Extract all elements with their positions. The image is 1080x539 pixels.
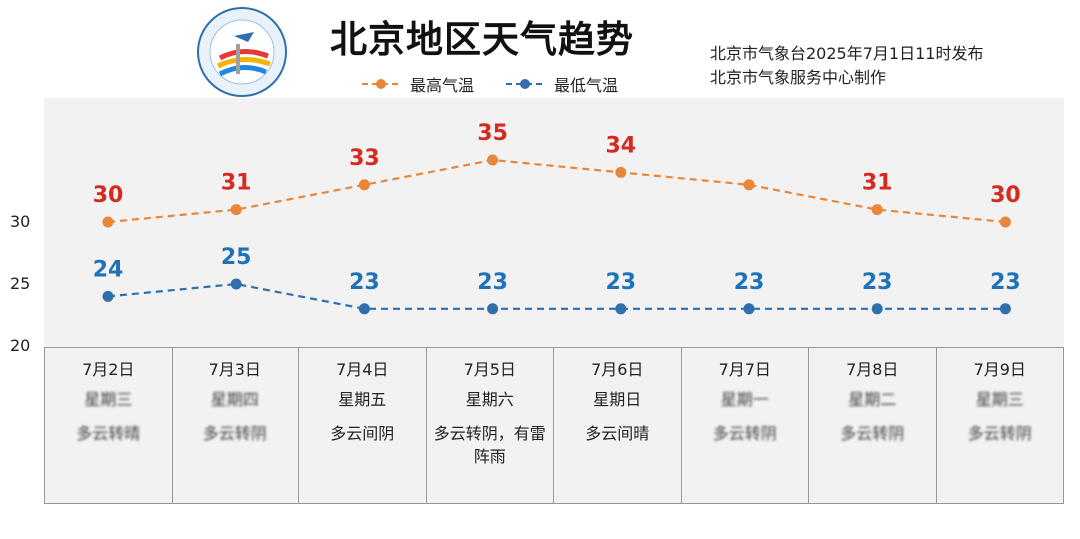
y-tick-30: 30 (10, 212, 31, 231)
data-point-high-3 (487, 154, 499, 166)
day-column: 7月8日星期二多云转阴 (809, 348, 937, 503)
data-label-low-5: 23 (734, 270, 765, 295)
data-label-high-4: 34 (605, 133, 636, 158)
day-weekday: 星期三 (84, 390, 133, 409)
issuer-line-1: 北京市气象台2025年7月1日11时发布 (710, 44, 984, 63)
data-point-high-7 (999, 216, 1011, 228)
data-label-low-1: 25 (221, 245, 252, 270)
chart-panel (44, 98, 1064, 503)
chart-title: 北京地区天气趋势 (330, 18, 634, 61)
data-point-low-1 (230, 278, 242, 290)
data-point-high-5 (743, 179, 755, 191)
data-point-low-3 (487, 303, 499, 315)
day-column: 7月9日星期三多云转阴 (937, 348, 1064, 503)
data-point-low-7 (999, 303, 1011, 315)
day-weather: 多云转阴 (840, 424, 905, 443)
day-weekday: 星期五 (338, 390, 387, 409)
data-label-high-2: 33 (349, 146, 380, 171)
issuer-info: 北京市气象台2025年7月1日11时发布 北京市气象服务中心制作 (710, 42, 983, 90)
day-weather: 多云转阴 (712, 424, 777, 443)
data-point-low-5 (743, 303, 755, 315)
data-label-high-1: 31 (221, 171, 252, 196)
data-point-high-0 (102, 216, 114, 228)
data-label-low-4: 23 (605, 270, 636, 295)
data-label-low-6: 23 (862, 270, 893, 295)
day-weather: 多云转阴 (202, 424, 267, 443)
legend-item-high: 最高气温 (360, 72, 474, 96)
day-weekday: 星期三 (975, 390, 1024, 409)
data-point-low-4 (615, 303, 627, 315)
data-label-low-3: 23 (477, 270, 508, 295)
day-weekday: 星期六 (465, 390, 514, 409)
data-label-low-7: 23 (990, 270, 1021, 295)
day-date: 7月3日 (208, 360, 261, 379)
day-column: 7月7日星期一多云转阴 (682, 348, 809, 503)
day-date: 7月9日 (973, 360, 1026, 379)
data-point-low-0 (102, 290, 114, 302)
data-label-low-2: 23 (349, 270, 380, 295)
day-column: 7月2日星期三多云转晴 (44, 348, 173, 503)
legend: 最高气温 最低气温 (360, 70, 618, 98)
data-label-high-3: 35 (477, 121, 508, 146)
data-label-low-0: 24 (93, 257, 124, 282)
day-date: 7月7日 (718, 360, 771, 379)
data-label-high-6: 31 (862, 171, 893, 196)
day-weather: 多云转阴 (967, 424, 1032, 443)
day-date: 7月2日 (82, 360, 135, 379)
table-top-border (44, 347, 1064, 348)
series-line-low (107, 282, 1006, 310)
day-column: 7月6日星期日多云间晴 (554, 348, 682, 503)
day-column: 7月5日星期六多云转阴，有雷阵雨 (427, 348, 554, 503)
legend-low-marker (506, 79, 545, 89)
day-weekday: 星期一 (720, 390, 769, 409)
data-point-low-6 (871, 303, 883, 315)
meteorological-service-logo (197, 7, 287, 97)
legend-high-label: 最高气温 (410, 76, 475, 95)
day-weekday: 星期四 (210, 390, 259, 409)
data-point-high-1 (230, 204, 242, 216)
day-weather: 多云间阴 (330, 424, 395, 443)
day-weekday: 星期二 (848, 390, 897, 409)
day-column: 7月4日星期五多云间阴 (299, 348, 427, 503)
day-date: 7月5日 (463, 360, 516, 379)
data-point-high-6 (871, 204, 883, 216)
data-label-high-7: 30 (990, 183, 1021, 208)
y-tick-25: 25 (10, 274, 31, 293)
data-point-high-4 (615, 166, 627, 178)
day-date: 7月4日 (336, 360, 389, 379)
series-line-high (107, 158, 1006, 224)
table-bottom-border (44, 503, 1064, 504)
day-column: 7月3日星期四多云转阴 (172, 348, 299, 503)
day-date: 7月8日 (846, 360, 899, 379)
legend-high-marker (362, 79, 400, 89)
day-date: 7月6日 (591, 360, 644, 379)
legend-item-low: 最低气温 (504, 72, 618, 96)
day-weekday: 星期日 (593, 390, 642, 409)
data-point-high-2 (358, 179, 370, 191)
day-weather: 多云转晴 (76, 424, 141, 443)
issuer-line-2: 北京市气象服务中心制作 (710, 68, 887, 87)
data-point-low-2 (358, 303, 370, 315)
day-weather: 多云转阴，有雷阵雨 (433, 424, 546, 466)
day-weather: 多云间晴 (585, 424, 650, 443)
legend-low-label: 最低气温 (554, 76, 619, 95)
data-label-high-0: 30 (93, 183, 124, 208)
y-tick-20: 20 (10, 336, 31, 355)
